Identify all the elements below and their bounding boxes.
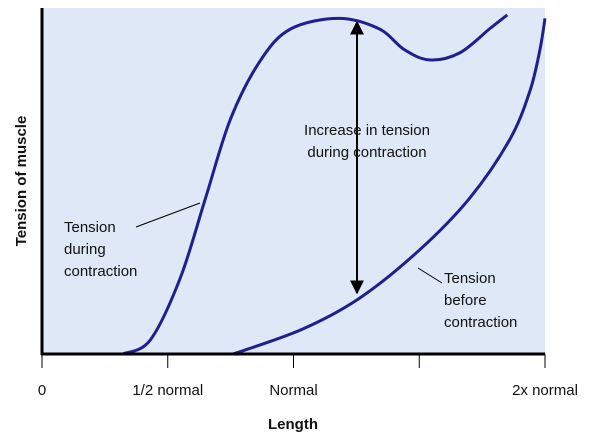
x-tick-label: Normal	[269, 382, 317, 399]
x-tick-label: 1/2 normal	[132, 382, 203, 399]
annotation: before	[444, 292, 487, 309]
line	[121, 13, 509, 356]
plot-area	[42, 8, 545, 354]
annotation: Increase in tension	[304, 122, 430, 139]
x-axis-label: Length	[268, 416, 318, 433]
annotation: during	[64, 241, 106, 258]
annotation: Tension	[444, 270, 496, 287]
x-tick-label: 2x normal	[512, 382, 578, 399]
annotation: during contraction	[307, 144, 426, 161]
x-tick-label: 0	[38, 382, 46, 399]
y-axis-label: Tension of muscle	[13, 116, 30, 247]
leader-line	[135, 202, 201, 228]
annotation: Tension	[64, 219, 116, 236]
annotation: contraction	[64, 263, 137, 280]
annotation: contraction	[444, 314, 517, 331]
line	[232, 18, 547, 356]
leader-line	[417, 267, 443, 284]
